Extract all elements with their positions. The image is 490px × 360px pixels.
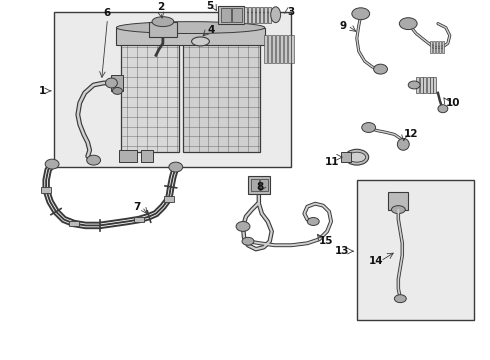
Ellipse shape	[192, 37, 209, 46]
Bar	[41, 187, 51, 193]
Bar	[276, 36, 279, 63]
Bar	[280, 36, 283, 63]
Ellipse shape	[45, 159, 59, 169]
Ellipse shape	[307, 217, 319, 225]
Bar	[436, 41, 439, 53]
Bar	[439, 41, 441, 53]
Ellipse shape	[242, 237, 254, 245]
Bar	[164, 196, 174, 202]
Bar	[111, 75, 123, 91]
Bar	[292, 36, 294, 63]
Ellipse shape	[169, 162, 183, 172]
Bar	[244, 7, 247, 23]
Bar	[248, 176, 270, 194]
Text: 9: 9	[340, 21, 347, 31]
Bar	[264, 7, 267, 23]
Bar	[389, 192, 408, 210]
Text: 13: 13	[334, 246, 349, 256]
Ellipse shape	[352, 8, 369, 20]
Text: 1: 1	[39, 86, 46, 96]
Ellipse shape	[399, 18, 417, 30]
Bar	[122, 44, 179, 152]
Ellipse shape	[362, 122, 376, 132]
Ellipse shape	[87, 155, 100, 165]
Ellipse shape	[438, 105, 448, 113]
Text: 14: 14	[368, 256, 383, 266]
Ellipse shape	[345, 149, 368, 165]
Bar	[252, 7, 255, 23]
Ellipse shape	[373, 64, 388, 74]
Bar	[260, 179, 268, 191]
Ellipse shape	[348, 152, 366, 162]
Bar	[251, 179, 259, 191]
Circle shape	[397, 138, 409, 150]
Bar	[433, 41, 436, 53]
Bar	[218, 6, 244, 24]
Ellipse shape	[236, 221, 250, 231]
Bar	[134, 217, 144, 222]
Bar	[256, 7, 259, 23]
Bar	[69, 221, 79, 226]
Text: 10: 10	[446, 98, 460, 108]
Bar	[419, 77, 422, 93]
Ellipse shape	[392, 206, 405, 213]
Text: 15: 15	[319, 236, 334, 246]
Bar	[341, 152, 351, 162]
Bar	[434, 77, 437, 93]
Bar	[54, 12, 292, 167]
Bar	[120, 150, 137, 162]
Bar	[117, 28, 265, 45]
Text: 12: 12	[404, 130, 419, 139]
Bar	[288, 36, 291, 63]
Text: 5: 5	[206, 1, 213, 11]
Text: 7: 7	[134, 202, 141, 212]
Bar	[284, 36, 287, 63]
Ellipse shape	[112, 87, 122, 94]
Bar	[248, 7, 251, 23]
Ellipse shape	[105, 78, 118, 88]
Ellipse shape	[270, 7, 281, 23]
Bar	[183, 44, 260, 152]
Text: 4: 4	[207, 24, 215, 35]
Bar	[264, 36, 267, 63]
Bar	[268, 36, 270, 63]
Bar	[423, 77, 426, 93]
Bar	[416, 77, 419, 93]
Ellipse shape	[408, 81, 420, 89]
Text: 3: 3	[288, 7, 295, 17]
Bar	[221, 8, 231, 22]
Bar	[430, 77, 433, 93]
Text: 11: 11	[324, 157, 339, 167]
Bar	[260, 7, 263, 23]
Bar	[430, 41, 433, 53]
Bar	[357, 180, 473, 320]
Ellipse shape	[152, 17, 174, 27]
Text: 8: 8	[257, 182, 264, 192]
Text: 6: 6	[104, 8, 111, 18]
Bar	[268, 7, 270, 23]
Bar	[272, 36, 275, 63]
Ellipse shape	[117, 22, 265, 33]
Bar	[442, 41, 444, 53]
Text: 2: 2	[157, 2, 165, 12]
Ellipse shape	[394, 295, 406, 303]
Bar	[149, 22, 177, 37]
Bar	[141, 150, 153, 162]
Bar	[426, 77, 430, 93]
Bar	[232, 8, 242, 22]
